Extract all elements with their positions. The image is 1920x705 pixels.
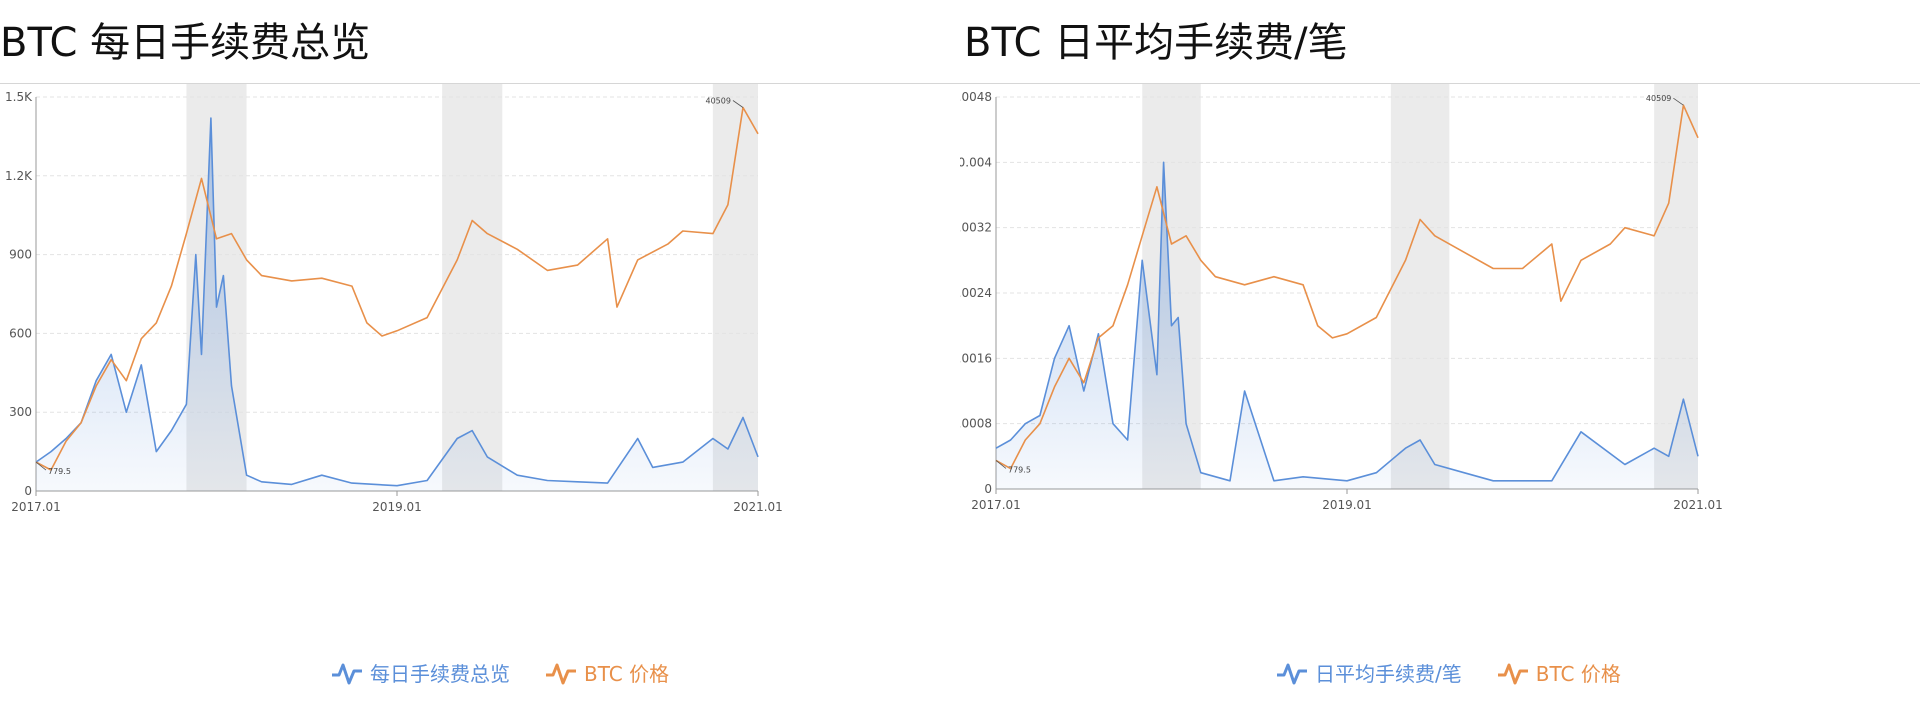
x-tick-label: 2019.01 bbox=[1322, 498, 1372, 512]
annotation-pointer bbox=[35, 461, 47, 471]
legend-label-fee: 日平均手续费/笔 bbox=[1315, 662, 1462, 686]
y-tick-label: 900 bbox=[9, 248, 32, 262]
legend-label-price: BTC 价格 bbox=[584, 662, 670, 686]
series-line-fee bbox=[35, 117, 759, 487]
header-divider bbox=[0, 83, 1920, 84]
chart-legend: 每日手续费总览 BTC 价格 bbox=[330, 658, 669, 687]
y-tick-label: 0 bbox=[24, 484, 32, 498]
y-tick-label: 0.0048 bbox=[960, 90, 992, 104]
y-tick-label: 0.0024 bbox=[960, 286, 992, 300]
annotation-label: 40509 bbox=[706, 97, 731, 106]
legend-item-fee[interactable]: 日平均手续费/笔 bbox=[1275, 658, 1462, 687]
annotation-pointer bbox=[1673, 97, 1684, 106]
y-tick-label: 300 bbox=[9, 405, 32, 419]
y-tick-label: 0.004 bbox=[960, 155, 992, 169]
x-tick-label: 2017.01 bbox=[11, 500, 61, 514]
y-tick-label: 0.0016 bbox=[960, 351, 992, 365]
y-tick-label: 600 bbox=[9, 326, 32, 340]
legend-item-price[interactable]: BTC 价格 bbox=[544, 658, 669, 687]
y-tick-label: 1.5K bbox=[5, 90, 33, 104]
x-tick-label: 2021.01 bbox=[1673, 498, 1723, 512]
annotation-label: 779.5 bbox=[48, 467, 71, 476]
series-line-price bbox=[995, 104, 1699, 470]
x-tick-label: 2021.01 bbox=[733, 500, 783, 514]
fee-total-panel: BTC 每日手续费总览 0 300 600 900 1.2K 1.5K 2017.01 201… bbox=[0, 20, 783, 687]
legend-label-fee: 每日手续费总览 bbox=[370, 662, 510, 686]
annotation-label: 779.5 bbox=[1008, 465, 1031, 474]
wave-line-icon bbox=[1277, 663, 1307, 684]
shaded-period bbox=[442, 84, 503, 491]
y-tick-label: 0.0032 bbox=[960, 221, 992, 235]
series-area-fee bbox=[36, 118, 758, 491]
wave-line-icon bbox=[546, 663, 576, 684]
y-tick-label: 1.2K bbox=[5, 169, 33, 183]
legend-item-fee[interactable]: 每日手续费总览 bbox=[330, 658, 510, 687]
x-tick-label: 2019.01 bbox=[372, 500, 422, 514]
shaded-period bbox=[1390, 84, 1450, 489]
legend-label-price: BTC 价格 bbox=[1535, 662, 1621, 686]
annotation-pointer bbox=[995, 460, 1007, 469]
fee-total-chart: 0 300 600 900 1.2K 1.5K 2017.01 2019.01 2021.01 4… bbox=[5, 84, 783, 514]
annotation-pointer bbox=[732, 100, 744, 108]
shaded-period bbox=[712, 84, 758, 491]
y-tick-label: 0 bbox=[984, 482, 992, 496]
x-tick-label: 2017.01 bbox=[971, 498, 1021, 512]
wave-line-icon bbox=[1497, 663, 1528, 684]
wave-line-icon bbox=[332, 663, 362, 684]
chart-title: BTC 日平均手续费/笔 bbox=[964, 20, 1348, 66]
chart-legend: 日平均手续费/笔 BTC 价格 bbox=[1275, 658, 1621, 687]
annotation-label: 40509 bbox=[1646, 94, 1671, 103]
series-line-price bbox=[35, 106, 759, 471]
legend-item-price[interactable]: BTC 价格 bbox=[1496, 658, 1621, 687]
fee-per-tx-chart: 0 0.0008 0.0016 0.0024 0.0032 0.004 0.0048 2017… bbox=[960, 84, 1723, 512]
y-tick-label: 0.0008 bbox=[960, 417, 992, 431]
series-area-fee bbox=[996, 162, 1698, 490]
fee-per-tx-panel: BTC 日平均手续费/笔 0 0.0008 0.0016 0.0024 0.0032 0.… bbox=[960, 0, 1920, 705]
chart-title: BTC 每日手续费总览 bbox=[0, 20, 371, 66]
